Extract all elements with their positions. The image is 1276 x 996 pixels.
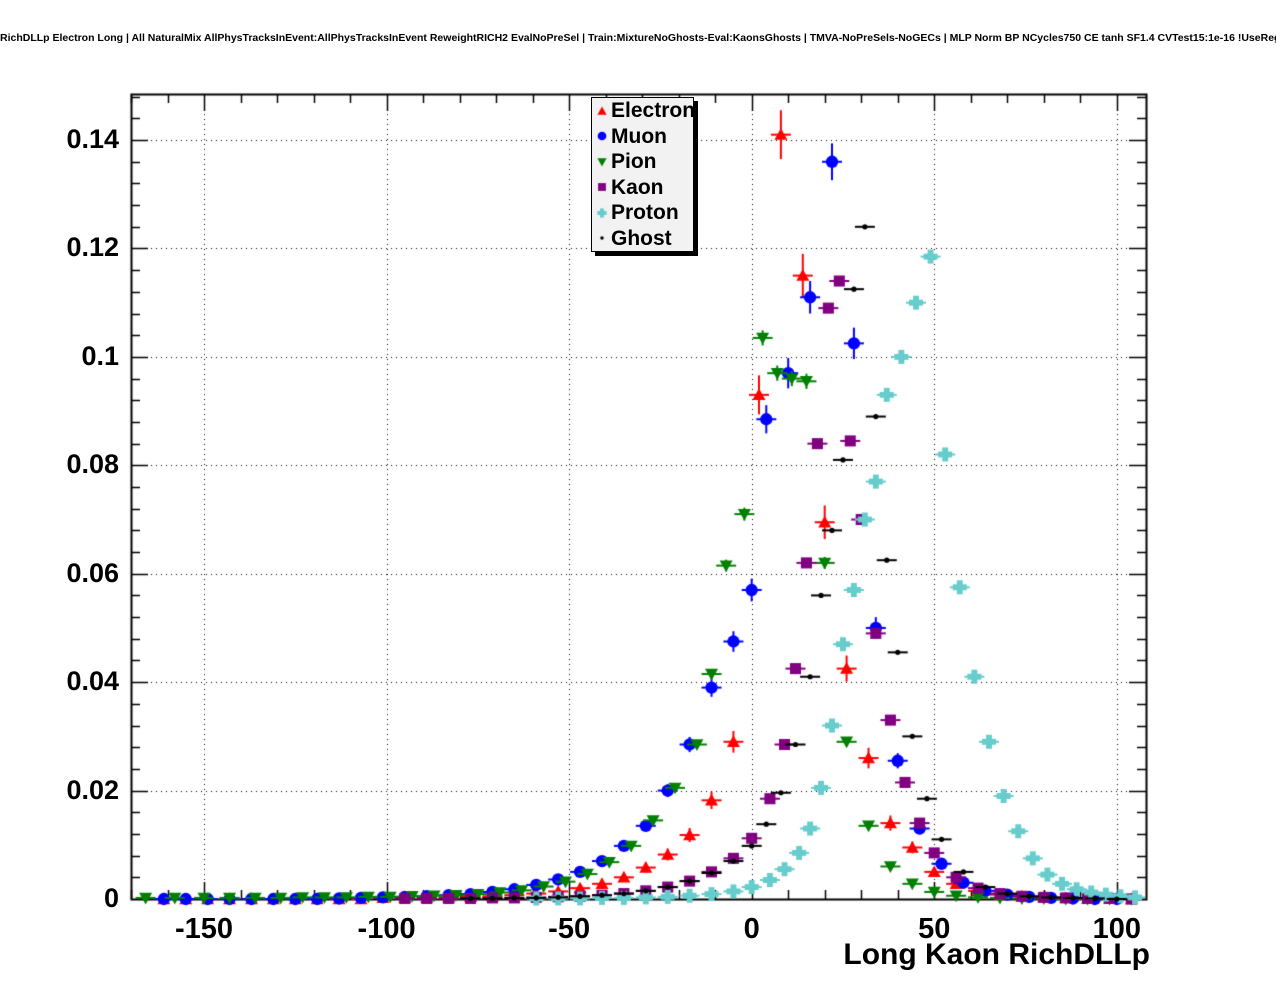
legend-item-ghost[interactable]: Ghost bbox=[592, 226, 693, 252]
legend-item-proton[interactable]: Proton bbox=[592, 200, 693, 226]
square-marker-icon bbox=[594, 176, 610, 199]
x-tick-label: 0 bbox=[743, 913, 760, 945]
legend-item-muon[interactable]: Muon bbox=[592, 124, 693, 150]
legend-item-pion[interactable]: Pion bbox=[592, 149, 693, 175]
x-tick-label: -150 bbox=[174, 913, 234, 945]
y-tick-label: 0.02 bbox=[66, 774, 119, 805]
legend-item-label: Kaon bbox=[611, 175, 664, 199]
x-tick-label: 50 bbox=[918, 913, 951, 945]
legend-item-electron[interactable]: Electron bbox=[592, 98, 696, 124]
y-tick-label: 0.1 bbox=[81, 340, 119, 371]
x-tick-label: -100 bbox=[357, 913, 416, 945]
legend-item-label: Electron bbox=[611, 99, 696, 123]
y-tick-label: 0.04 bbox=[66, 666, 119, 697]
y-tick-label: 0.06 bbox=[66, 557, 119, 588]
triangle-down-marker-icon bbox=[594, 150, 610, 173]
x-tick-label: 100 bbox=[1092, 913, 1141, 945]
triangle-up-marker-icon bbox=[594, 99, 610, 122]
legend-item-label: Ghost bbox=[611, 226, 672, 250]
y-tick-label: 0.12 bbox=[66, 232, 119, 263]
y-tick-label: 0 bbox=[103, 883, 119, 913]
legend-item-kaon[interactable]: Kaon bbox=[592, 175, 693, 201]
legend-item-label: Proton bbox=[611, 201, 679, 225]
legend: Electron Muon Pion Kaon Proton Ghost bbox=[591, 97, 696, 252]
y-tick-label: 0.08 bbox=[66, 449, 119, 480]
cross-marker-icon bbox=[594, 201, 610, 224]
dot-marker-icon bbox=[594, 227, 610, 250]
y-tick-label: 0.14 bbox=[66, 124, 119, 155]
circle-marker-icon bbox=[594, 125, 610, 148]
legend-item-label: Pion bbox=[611, 150, 657, 174]
x-tick-label: -50 bbox=[548, 913, 591, 945]
legend-item-label: Muon bbox=[611, 124, 667, 148]
x-axis-title: Long Kaon RichDLLp bbox=[843, 938, 1150, 971]
